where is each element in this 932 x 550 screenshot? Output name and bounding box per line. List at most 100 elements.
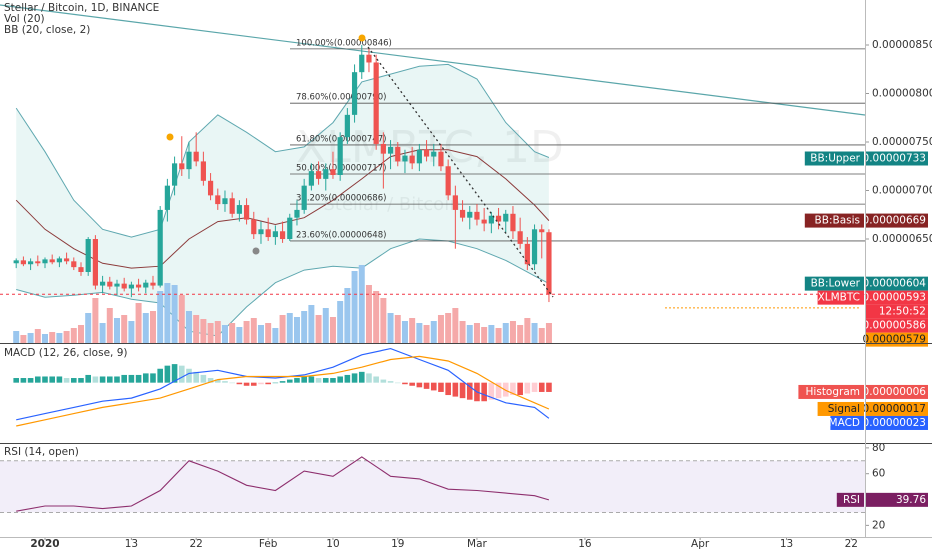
candle-body bbox=[337, 137, 343, 175]
volume-bar bbox=[106, 308, 113, 343]
y-tick-label: 0.00000700 bbox=[872, 185, 932, 197]
histogram-bar bbox=[438, 382, 444, 392]
pane-title: RSI (14, open) bbox=[4, 446, 79, 458]
volume-bar bbox=[135, 303, 142, 343]
histogram-bar bbox=[121, 374, 127, 383]
volume-bar bbox=[509, 321, 516, 343]
candle-body bbox=[200, 161, 206, 181]
histogram-bar bbox=[20, 378, 27, 383]
candle-body bbox=[150, 282, 156, 286]
candle-body bbox=[395, 146, 401, 162]
histogram-bar bbox=[135, 374, 142, 383]
histogram-bar bbox=[157, 368, 163, 383]
fib-label: 23.60%(0.00000648) bbox=[296, 230, 386, 240]
price-tag: 39.76 RSI bbox=[836, 492, 928, 507]
histogram-bar bbox=[301, 376, 307, 383]
candle-body bbox=[445, 166, 451, 196]
volume-bar bbox=[329, 317, 336, 343]
candle-body bbox=[143, 282, 149, 288]
histogram-bar bbox=[229, 382, 235, 384]
fib-trend-line bbox=[367, 46, 554, 298]
volume-bar bbox=[409, 318, 416, 343]
tag-value-box bbox=[866, 415, 928, 430]
candle-body bbox=[495, 215, 502, 222]
volume-bar bbox=[99, 323, 106, 343]
histogram-bar bbox=[481, 382, 487, 402]
histogram-bar bbox=[78, 378, 84, 383]
candle-body bbox=[503, 213, 509, 222]
candle-body bbox=[373, 62, 379, 144]
volume-bar bbox=[301, 311, 308, 343]
candle-body bbox=[207, 180, 214, 196]
band-fill bbox=[16, 64, 549, 337]
volume-bar bbox=[293, 317, 300, 343]
candle-body bbox=[157, 209, 163, 286]
volume-bar bbox=[337, 301, 344, 343]
y-tick-label: 80 bbox=[872, 442, 885, 454]
volume-bar bbox=[545, 323, 552, 343]
tag-name: RSI bbox=[843, 494, 860, 506]
candle-body bbox=[243, 205, 250, 220]
histogram-bar bbox=[128, 374, 135, 383]
candle-body bbox=[179, 163, 185, 170]
candle-body bbox=[510, 213, 516, 232]
y-tick-label: 60 bbox=[872, 468, 885, 480]
volume-bar bbox=[531, 323, 538, 343]
x-tick-label: 16 bbox=[578, 538, 592, 550]
tag-value-box bbox=[866, 492, 928, 507]
countdown-box bbox=[866, 304, 928, 319]
histogram-bar bbox=[517, 382, 523, 396]
volume-bar bbox=[265, 323, 272, 343]
volume-bar bbox=[20, 335, 27, 343]
histogram-bar bbox=[13, 378, 19, 383]
candle-body bbox=[344, 114, 350, 138]
volume-bar bbox=[49, 332, 56, 343]
candle-body bbox=[416, 149, 422, 164]
histogram-bar bbox=[178, 365, 185, 383]
histogram-bar bbox=[394, 382, 401, 384]
histogram-bar bbox=[430, 382, 437, 391]
tag-value-box bbox=[866, 276, 928, 291]
histogram-bar bbox=[92, 376, 99, 383]
volume-bar bbox=[113, 318, 120, 343]
candle-body bbox=[236, 205, 242, 214]
volume-bar bbox=[41, 334, 48, 343]
volume-bar bbox=[358, 265, 365, 343]
histogram-bar bbox=[308, 376, 315, 383]
histogram-bar bbox=[337, 376, 343, 383]
volume-bar bbox=[437, 315, 444, 343]
candle-body bbox=[539, 229, 545, 233]
tag-value: 0.00000586 bbox=[863, 320, 927, 332]
volume-bar bbox=[250, 318, 257, 343]
volume-bar bbox=[121, 315, 128, 343]
histogram-bar bbox=[243, 382, 250, 386]
candle-body bbox=[330, 169, 336, 175]
volume-bar bbox=[221, 325, 228, 343]
candle-body bbox=[35, 261, 41, 264]
histogram-bar bbox=[351, 373, 358, 383]
volume-bar bbox=[473, 323, 480, 343]
band-line bbox=[16, 238, 550, 337]
volume-bar bbox=[56, 333, 63, 343]
volume-bar bbox=[538, 328, 545, 343]
macd-line bbox=[16, 355, 550, 427]
candle-body bbox=[251, 219, 257, 235]
histogram-bar bbox=[272, 382, 279, 384]
volume-bar bbox=[200, 319, 207, 343]
candle-body bbox=[164, 185, 170, 210]
histogram-bar bbox=[200, 374, 207, 383]
volume-bar bbox=[157, 291, 164, 343]
x-tick-label: Mar bbox=[467, 538, 487, 550]
y-tick-label: 0.00000650 bbox=[872, 233, 932, 245]
tag-name: Histogram bbox=[806, 386, 860, 398]
candle-body bbox=[474, 211, 480, 220]
candle-body bbox=[193, 151, 199, 162]
histogram-bar bbox=[99, 376, 106, 383]
volume-bar bbox=[517, 325, 524, 343]
candle-body bbox=[71, 261, 77, 268]
volume-bar bbox=[171, 285, 178, 343]
